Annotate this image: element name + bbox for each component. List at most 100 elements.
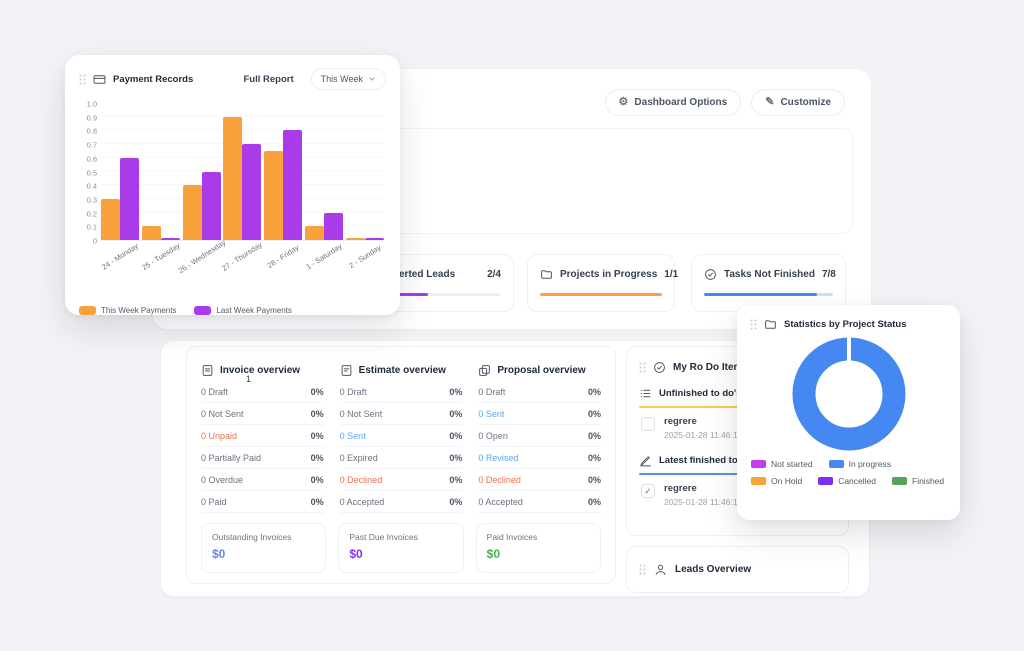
- dashboard-options-button[interactable]: ⚙ Dashboard Options: [604, 89, 742, 116]
- overview-row-percent: 0%: [310, 474, 324, 485]
- overview-row-percent: 0%: [310, 452, 324, 463]
- y-tick-label: 1.0: [86, 99, 97, 109]
- overview-row-label: 0 Not Sent: [339, 408, 383, 419]
- legend-item: Last Week Payments: [194, 306, 292, 315]
- overview-row-percent: 0%: [588, 386, 602, 397]
- overview-row-label[interactable]: 0 Revised: [478, 452, 519, 463]
- overview-row-percent: 0%: [449, 452, 463, 463]
- y-tick-label: 0.1: [86, 222, 97, 232]
- todo-section-header: Latest finished to do's: [639, 450, 836, 470]
- overview-row-label: 0 Accepted: [339, 496, 385, 507]
- projects-icon: [764, 318, 777, 331]
- overview-row-label[interactable]: 0 Unpaid: [201, 430, 238, 441]
- payment-chart-legend: This Week Payments Last Week Payments: [79, 306, 400, 315]
- todo-item-text: regrere 2025-01-28 11:46:19: [664, 483, 742, 507]
- full-report-link[interactable]: Full Report: [243, 73, 294, 85]
- invoice-summary-label: Outstanding Invoices: [212, 532, 292, 542]
- stat-chip-progress-fill: [540, 293, 662, 296]
- overview-row-percent: 0%: [449, 408, 463, 419]
- overview-row: 0 Overdue 0%: [201, 469, 324, 491]
- bar-last-week: [120, 157, 139, 240]
- legend-item: In progress: [828, 459, 891, 469]
- legend-label: Cancelled: [838, 476, 876, 486]
- stat-chip-progress-fill: [704, 293, 817, 296]
- stat-chip-progress: [704, 293, 833, 296]
- todo-card-title: My Ro Do Items: [673, 361, 749, 373]
- overview-row: 0 Draft 0%: [339, 381, 463, 403]
- project-status-donut: [737, 335, 960, 453]
- stat-chip-label: Tasks Not Finished: [724, 269, 815, 280]
- statistics-legend: Not started In progress On Hold Cancelled Fi…: [751, 459, 946, 486]
- checkbox-unchecked[interactable]: [641, 417, 655, 431]
- overview-row-label[interactable]: 0 Declined: [339, 474, 383, 485]
- bar-this-week: [101, 198, 120, 240]
- overview-row: 0 Revised 0%: [478, 447, 602, 469]
- overview-row-percent: 0%: [449, 474, 463, 485]
- overview-row: 0 Partially Paid 0%: [201, 447, 324, 469]
- todo-item[interactable]: ✓ regrere 2025-01-28 11:46:19: [639, 475, 836, 511]
- list-icon: [639, 387, 652, 400]
- bar-last-week: [283, 130, 303, 240]
- drag-handle-icon[interactable]: [750, 319, 757, 330]
- bar-group: [345, 104, 384, 240]
- check-circle-icon: [653, 361, 666, 374]
- todo-card-header: My Ro Do Items: [639, 357, 836, 377]
- overview-row: 0 Accepted 0%: [339, 491, 463, 513]
- bar-group: [305, 104, 344, 240]
- overview-row-label[interactable]: 0 Declined: [478, 474, 521, 485]
- stat-chip-progress: [540, 293, 662, 296]
- y-tick-label: 0.7: [86, 140, 97, 150]
- overview-row-percent: 0%: [449, 496, 463, 507]
- overview-row-label[interactable]: 0 Sent: [339, 430, 366, 441]
- checkbox-checked[interactable]: ✓: [641, 484, 655, 498]
- todo-item-name: regrere: [664, 416, 697, 427]
- overview-row: 0 Paid 0%: [201, 491, 324, 513]
- person-icon: [654, 563, 667, 576]
- bar-last-week: [324, 212, 344, 240]
- legend-item: This Week Payments: [79, 306, 176, 315]
- todo-item-date: 2025-01-28 11:46:19: [664, 430, 743, 440]
- overview-row: 0 Declined 0%: [478, 469, 602, 491]
- statistics-card-header: Statistics by Project Status: [737, 305, 960, 333]
- todo-item[interactable]: regrere 2025-01-28 11:46:19: [639, 408, 836, 444]
- pencil-check-icon: [639, 454, 652, 467]
- bar-group: [264, 104, 303, 240]
- todo-section-title: Latest finished to do's: [659, 454, 760, 466]
- legend-item: On Hold: [751, 476, 802, 486]
- overview-row-percent: 0%: [310, 430, 324, 441]
- overview-row-label: 0 Expired: [339, 452, 378, 463]
- overview-row: 0 Open 0%: [478, 425, 602, 447]
- drag-handle-icon[interactable]: [79, 74, 86, 85]
- chevron-down-icon: [368, 75, 376, 83]
- clock-check-icon: [704, 268, 717, 281]
- invoice-summary-box: Paid Invoices $0: [475, 523, 601, 573]
- payment-card-title: Payment Records: [113, 73, 194, 85]
- drag-handle-icon[interactable]: [639, 564, 646, 575]
- overview-row-label: 0 Not Sent: [201, 408, 244, 419]
- overview-column: Proposal overview 0 Draft 0% 0 Sent 0% 0 Open…: [478, 359, 602, 513]
- overview-row-percent: 0%: [588, 430, 602, 441]
- invoice-summary-box: Past Due Invoices $0: [338, 523, 464, 573]
- bar-group: [101, 104, 139, 240]
- customize-button[interactable]: ✎ Customize: [751, 89, 845, 116]
- week-range-select[interactable]: This Week: [310, 68, 386, 90]
- overview-column-title: Proposal overview: [497, 364, 586, 376]
- legend-label: Finished: [912, 476, 945, 486]
- stat-chip-value: 2/4: [487, 269, 501, 280]
- overview-column-header: Estimate overview: [340, 359, 463, 381]
- stat-chip-value: 7/8: [821, 269, 836, 280]
- overview-row-label[interactable]: 0 Sent: [478, 408, 505, 419]
- overview-column-title: Invoice overview: [220, 364, 301, 376]
- overview-columns: Invoice overview 0 Draft 0% 0 Not Sent 0% 0 U…: [201, 359, 602, 513]
- legend-swatch: [818, 477, 834, 485]
- estimate-icon: [340, 364, 353, 377]
- bar-this-week: [141, 226, 161, 240]
- drag-handle-icon[interactable]: [639, 362, 646, 373]
- y-tick-label: 0.3: [86, 195, 97, 205]
- legend-label: Not started: [771, 459, 813, 469]
- overview-row: 0 Sent 0%: [478, 403, 602, 425]
- statistics-card: Statistics by Project Status Not started…: [737, 305, 960, 520]
- overview-row: 0 Not Sent 0%: [201, 403, 324, 425]
- overview-column-header: Proposal overview: [478, 359, 601, 381]
- legend-item: Cancelled: [818, 476, 876, 486]
